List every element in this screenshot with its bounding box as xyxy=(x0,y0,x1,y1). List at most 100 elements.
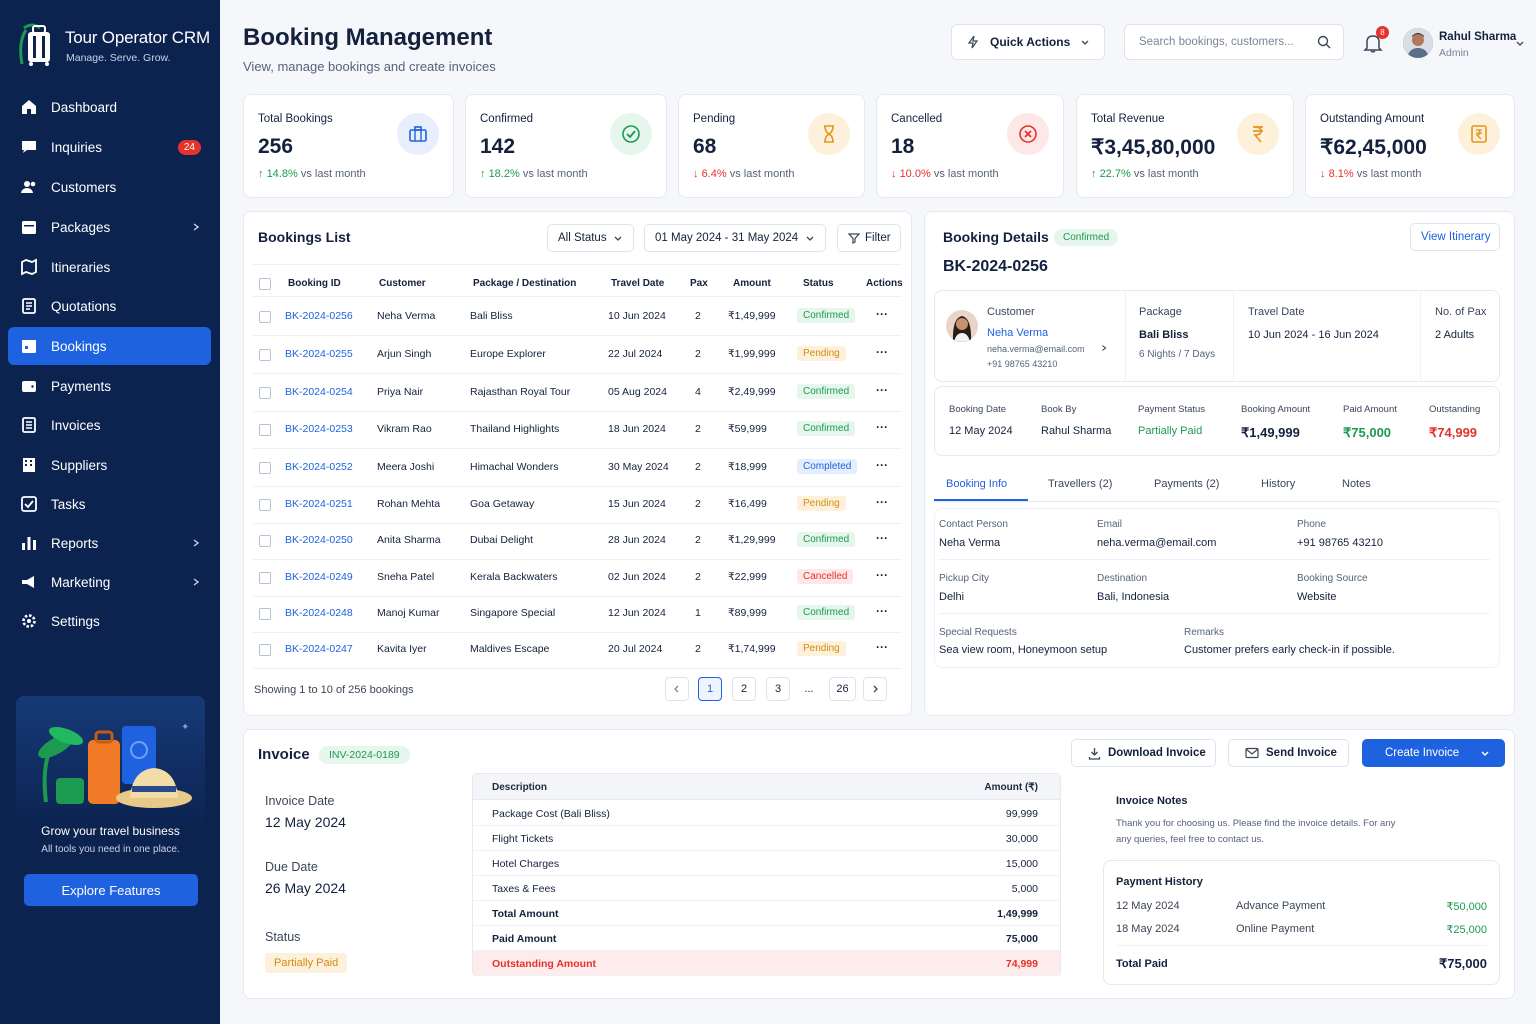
row-checkbox[interactable] xyxy=(259,535,271,547)
sidebar-item-payments[interactable]: Payments xyxy=(8,367,211,405)
table-row[interactable]: BK-2024-0253 Vikram Rao Thailand Highlig… xyxy=(243,412,912,448)
row-checkbox[interactable] xyxy=(259,387,271,399)
row-actions-menu[interactable]: ··· xyxy=(876,568,888,582)
booking-id-link[interactable]: BK-2024-0256 xyxy=(285,310,353,322)
row-actions-menu[interactable]: ··· xyxy=(876,604,888,618)
send-invoice-button[interactable]: Send Invoice xyxy=(1228,739,1349,767)
select-all-checkbox[interactable] xyxy=(259,278,271,290)
booking-id-link[interactable]: BK-2024-0253 xyxy=(285,423,353,435)
view-itinerary-button[interactable]: View Itinerary xyxy=(1410,223,1500,251)
stat-trend: ↑ 14.8% vs last month xyxy=(258,168,366,180)
column-header: Travel Date xyxy=(611,278,665,289)
sidebar-item-marketing[interactable]: Marketing xyxy=(8,563,211,601)
row-checkbox[interactable] xyxy=(259,349,271,361)
booking-id-link[interactable]: BK-2024-0249 xyxy=(285,571,353,583)
create-invoice-button[interactable]: Create Invoice xyxy=(1362,739,1505,767)
booking-id-link[interactable]: BK-2024-0250 xyxy=(285,534,353,546)
tab-notes[interactable]: Notes xyxy=(1342,478,1371,490)
download-invoice-button[interactable]: Download Invoice xyxy=(1071,739,1216,767)
table-row[interactable]: BK-2024-0251 Rohan Mehta Goa Getaway 15 … xyxy=(243,487,912,523)
booking-id-link[interactable]: BK-2024-0254 xyxy=(285,386,353,398)
sidebar-item-tasks[interactable]: Tasks xyxy=(8,485,211,523)
package-cell: Rajasthan Royal Tour xyxy=(470,386,571,398)
quick-actions-button[interactable]: Quick Actions xyxy=(951,24,1105,60)
status-filter-dropdown[interactable]: All Status xyxy=(547,224,634,252)
sidebar-item-invoices[interactable]: Invoices xyxy=(8,406,211,444)
row-actions-menu[interactable]: ··· xyxy=(876,420,888,434)
sidebar-item-reports[interactable]: Reports xyxy=(8,524,211,562)
sidebar-item-customers[interactable]: Customers xyxy=(8,168,211,206)
booking-id-link[interactable]: BK-2024-0248 xyxy=(285,607,353,619)
booking-id-link[interactable]: BK-2024-0252 xyxy=(285,461,353,473)
user-avatar-icon xyxy=(1403,28,1433,58)
table-row[interactable]: BK-2024-0248 Manoj Kumar Singapore Speci… xyxy=(243,596,912,632)
sidebar-item-settings[interactable]: Settings xyxy=(8,602,211,640)
page-button[interactable]: 26 xyxy=(829,677,856,701)
row-checkbox[interactable] xyxy=(259,311,271,323)
document-icon xyxy=(22,298,36,314)
amount-cell: ₹1,29,999 xyxy=(728,534,776,546)
booking-id-link[interactable]: BK-2024-0255 xyxy=(285,348,353,360)
avatar[interactable] xyxy=(1403,28,1433,58)
sidebar-item-packages[interactable]: Packages xyxy=(8,208,211,246)
row-checkbox[interactable] xyxy=(259,608,271,620)
package-label: Package xyxy=(1139,306,1182,318)
row-actions-menu[interactable]: ··· xyxy=(876,307,888,321)
table-row[interactable]: BK-2024-0247 Kavita Iyer Maldives Escape… xyxy=(243,632,912,668)
row-checkbox[interactable] xyxy=(259,644,271,656)
row-actions-menu[interactable]: ··· xyxy=(876,531,888,545)
date-range-dropdown[interactable]: 01 May 2024 - 31 May 2024 xyxy=(644,224,826,252)
table-row[interactable]: BK-2024-0249 Sneha Patel Kerala Backwate… xyxy=(243,560,912,596)
customer-name-link[interactable]: Neha Verma xyxy=(987,327,1049,339)
table-row[interactable]: BK-2024-0252 Meera Joshi Himachal Wonder… xyxy=(243,450,912,486)
column-header: Booking ID xyxy=(288,278,341,289)
chevron-right-icon[interactable] xyxy=(1100,344,1108,352)
next-page-button[interactable] xyxy=(863,677,887,701)
page-button[interactable]: 2 xyxy=(732,677,756,701)
row-actions-menu[interactable]: ··· xyxy=(876,345,888,359)
page-button[interactable]: 1 xyxy=(698,677,722,701)
booking-id-link[interactable]: BK-2024-0247 xyxy=(285,643,353,655)
table-row[interactable]: BK-2024-0250 Anita Sharma Dubai Delight … xyxy=(243,523,912,559)
sidebar-item-itineraries[interactable]: Itineraries xyxy=(8,248,211,286)
map-icon xyxy=(21,258,37,276)
invoice-line-amount: 30,000 xyxy=(1005,833,1038,845)
explore-features-button[interactable]: Explore Features xyxy=(24,874,198,906)
sidebar-item-dashboard[interactable]: Dashboard xyxy=(8,88,211,126)
search-icon[interactable] xyxy=(1317,35,1331,49)
row-actions-menu[interactable]: ··· xyxy=(876,495,888,509)
table-row[interactable]: BK-2024-0255 Arjun Singh Europe Explorer… xyxy=(243,337,912,373)
sidebar-item-bookings[interactable]: Bookings xyxy=(8,327,211,365)
tab-travellers[interactable]: Travellers (2) xyxy=(1048,478,1113,490)
row-checkbox[interactable] xyxy=(259,462,271,474)
table-row[interactable]: BK-2024-0254 Priya Nair Rajasthan Royal … xyxy=(243,375,912,411)
sidebar-item-suppliers[interactable]: Suppliers xyxy=(8,446,211,484)
filter-button[interactable]: Filter xyxy=(837,224,901,252)
bell-icon[interactable] xyxy=(1362,32,1384,54)
row-actions-menu[interactable]: ··· xyxy=(876,640,888,654)
prev-page-button[interactable] xyxy=(665,677,689,701)
row-actions-menu[interactable]: ··· xyxy=(876,383,888,397)
sidebar-item-quotations[interactable]: Quotations xyxy=(8,287,211,325)
page-button[interactable]: 3 xyxy=(766,677,790,701)
email-label: Email xyxy=(1097,519,1123,530)
stat-icon-circle xyxy=(1237,113,1279,155)
chevron-down-icon[interactable] xyxy=(1515,38,1525,48)
row-checkbox[interactable] xyxy=(259,499,271,511)
home-icon xyxy=(20,98,38,116)
row-checkbox[interactable] xyxy=(259,572,271,584)
sidebar-item-inquiries[interactable]: Inquiries 24 xyxy=(8,128,211,166)
row-actions-menu[interactable]: ··· xyxy=(876,458,888,472)
create-invoice-label: Create Invoice xyxy=(1385,747,1460,759)
table-row[interactable]: BK-2024-0256 Neha Verma Bali Bliss 10 Ju… xyxy=(243,299,912,335)
tab-payments[interactable]: Payments (2) xyxy=(1154,478,1220,490)
mail-icon xyxy=(1245,747,1259,759)
pax-cell: 2 xyxy=(695,571,701,583)
tab-booking[interactable]: Booking Info xyxy=(946,478,1008,490)
booking-id-link[interactable]: BK-2024-0251 xyxy=(285,498,353,510)
row-checkbox[interactable] xyxy=(259,424,271,436)
chevron-down-icon[interactable] xyxy=(1480,748,1490,758)
column-header: Package / Destination xyxy=(473,278,577,289)
search-input[interactable]: Search bookings, customers... xyxy=(1124,24,1344,60)
tab-history[interactable]: History xyxy=(1261,478,1296,490)
